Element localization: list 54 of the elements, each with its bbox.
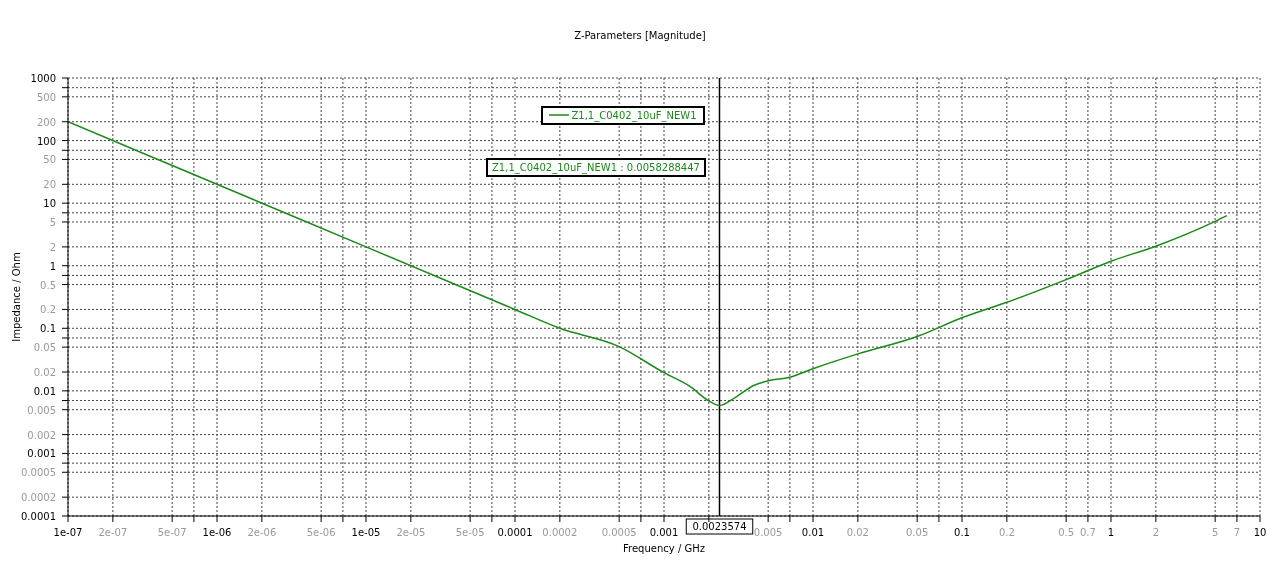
legend-label: Z1,1_C0402_10uF_NEW1 xyxy=(570,109,697,121)
annotation: Z1,1_C0402_10uF_NEW1 : 0.0058288447 xyxy=(486,158,706,177)
x-tick-label: 0.05 xyxy=(906,527,929,538)
y-tick-label: 0.01 xyxy=(33,385,56,397)
y-tick-label: 0.001 xyxy=(27,448,56,460)
y-tick-label: 0.1 xyxy=(40,323,56,335)
y-axis-title: Impedance / Ohm xyxy=(10,252,22,342)
x-tick-label: 1 xyxy=(1107,527,1115,538)
y-tick-label: 0.005 xyxy=(27,404,56,416)
x-tick-label: 5e-05 xyxy=(455,527,485,538)
x-tick-label: 1e-06 xyxy=(202,527,232,538)
ref-line-label: 0.0023574 xyxy=(692,521,747,532)
y-tick-label: 0.5 xyxy=(40,279,56,291)
x-tick-label: 5e-07 xyxy=(157,527,187,538)
x-tick-label: 2 xyxy=(1152,527,1160,538)
y-tick-label: 0.2 xyxy=(40,304,56,316)
y-tick-label: 50 xyxy=(43,154,56,166)
y-tick-label: 0.0005 xyxy=(21,467,56,479)
x-tick-label: 0.5 xyxy=(1058,527,1075,538)
x-tick-label: 0.2 xyxy=(998,527,1015,538)
y-tick-label: 2 xyxy=(49,241,56,253)
chart-title: Z-Parameters [Magnitude] xyxy=(573,30,707,41)
y-tick-label: 500 xyxy=(36,91,56,103)
y-tick-label: 100 xyxy=(36,135,56,147)
x-tick-label: 5 xyxy=(1211,527,1219,538)
x-tick-label: 0.7 xyxy=(1079,527,1096,538)
x-tick-label: 0.01 xyxy=(801,527,825,538)
x-tick-label: 2e-06 xyxy=(247,527,277,538)
y-tick-label: 1000 xyxy=(30,73,56,84)
y-tick-label: 1 xyxy=(49,260,56,272)
x-tick-label: 1e-07 xyxy=(53,527,83,538)
x-tick-label: 2e-05 xyxy=(396,527,426,538)
x-tick-label: 0.0005 xyxy=(601,527,637,538)
y-tick-label: 10 xyxy=(43,198,56,210)
y-tick-label: 0.02 xyxy=(33,367,56,379)
x-tick-label: 2e-07 xyxy=(98,527,128,538)
y-tick-label: 20 xyxy=(43,179,56,191)
x-tick-label: 0.1 xyxy=(954,527,970,538)
x-tick-label: 5e-06 xyxy=(306,527,336,538)
y-tick-label: 5 xyxy=(49,216,56,228)
y-tick-label: 0.0001 xyxy=(21,511,56,522)
x-tick-label: 1e-05 xyxy=(351,527,381,538)
x-tick-label: 0.0001 xyxy=(497,527,533,538)
x-tick-label: 0.001 xyxy=(649,527,679,538)
x-tick-label: 0.02 xyxy=(846,527,869,538)
x-tick-label: 7 xyxy=(1233,527,1241,538)
x-tick-label: 10 xyxy=(1253,527,1267,538)
y-tick-label: 0.002 xyxy=(27,429,56,441)
x-axis-title: Frequency / GHz xyxy=(623,543,705,554)
x-tick-label: 0.005 xyxy=(753,527,783,538)
y-tick-label: 0.05 xyxy=(33,342,56,354)
y-tick-label: 0.0002 xyxy=(21,492,56,504)
y-tick-label: 200 xyxy=(36,116,56,128)
x-tick-label: 0.0002 xyxy=(542,527,578,538)
